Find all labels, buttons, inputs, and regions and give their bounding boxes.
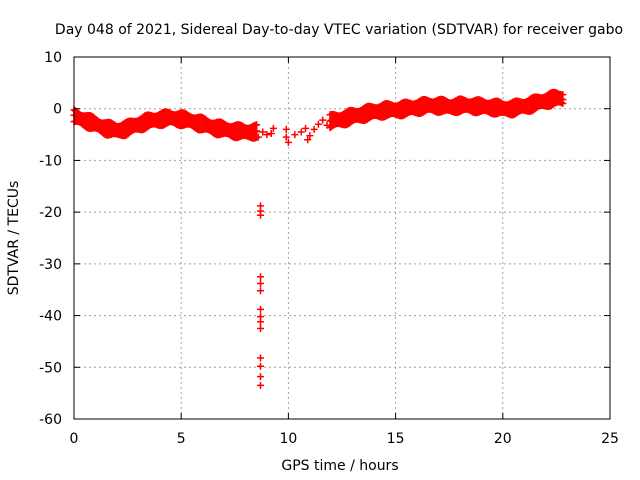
y-tick-label: -30 — [39, 257, 62, 273]
data-point — [263, 131, 271, 139]
data-point — [269, 124, 277, 132]
data-points — [70, 88, 567, 389]
data-point — [253, 121, 261, 129]
x-tick-label: 0 — [70, 431, 79, 447]
data-point — [257, 373, 265, 381]
data-point — [291, 131, 299, 139]
y-tick-label: -60 — [39, 412, 62, 428]
data-point — [302, 124, 310, 132]
y-tick-label: -20 — [39, 205, 62, 221]
x-tick-label: 10 — [279, 431, 297, 447]
x-axis-label: GPS time / hours — [281, 458, 398, 474]
x-tick-label: 5 — [177, 431, 186, 447]
data-point — [257, 354, 265, 362]
data-point — [257, 362, 265, 370]
data-point — [257, 273, 265, 281]
y-tick-label: 0 — [53, 102, 62, 118]
x-tick-label: 25 — [601, 431, 619, 447]
data-point — [314, 120, 322, 128]
data-point — [257, 381, 265, 389]
x-tick-label: 20 — [494, 431, 512, 447]
data-point — [254, 133, 262, 141]
data-point — [257, 287, 265, 295]
data-point — [310, 125, 318, 133]
y-axis: 10 0 -10 -20 -30 -40 -50 -60 — [39, 50, 610, 428]
data-point — [253, 127, 261, 135]
x-tick-label: 15 — [387, 431, 405, 447]
data-point — [323, 121, 331, 129]
data-point — [559, 91, 567, 99]
data-point — [259, 128, 267, 136]
data-point — [257, 318, 265, 326]
plot-frame — [73, 56, 611, 420]
data-point — [282, 125, 290, 133]
y-tick-label: 10 — [44, 50, 62, 66]
data-point — [257, 305, 265, 313]
y-axis-label: SDTVAR / TECUs — [6, 181, 22, 296]
chart-title: Day 048 of 2021, Sidereal Day-to-day VTE… — [55, 22, 623, 38]
x-axis: 0 5 10 15 20 25 — [70, 57, 619, 447]
y-tick-label: -10 — [39, 153, 62, 169]
data-point — [319, 116, 327, 124]
data-point — [306, 132, 314, 140]
y-tick-label: -40 — [39, 309, 62, 325]
data-point — [282, 133, 290, 141]
data-point — [257, 280, 265, 288]
data-point — [284, 138, 292, 146]
data-point — [304, 136, 312, 144]
data-point — [297, 128, 305, 136]
data-point — [257, 211, 265, 219]
data-point — [267, 130, 275, 138]
y-tick-label: -50 — [39, 360, 62, 376]
data-point — [257, 325, 265, 332]
